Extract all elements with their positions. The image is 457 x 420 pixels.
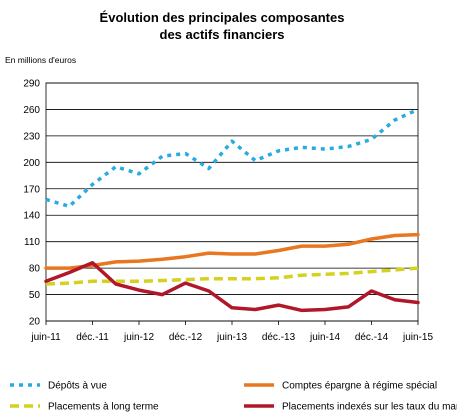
y-tick-label: 140 <box>23 211 40 222</box>
axes: 20 50 80 110 140 170 200 230 260 290 juin-11 déc.-1… <box>23 79 433 344</box>
legend-label-2: Placements à long terme <box>48 402 159 413</box>
series-group <box>44 107 420 313</box>
chart-title-line-2: des actifs financiers <box>160 27 285 42</box>
legend-label-0: Dépôts à vue <box>48 381 107 392</box>
x-tick-label: juin-15 <box>402 332 433 343</box>
x-tick-label: déc.-13 <box>262 332 296 343</box>
legend-label-1: Comptes épargne à régime spécial <box>282 381 437 392</box>
series-line-0 <box>45 107 419 209</box>
y-tick-label: 110 <box>24 237 40 248</box>
x-tick-label: déc.-12 <box>169 332 203 343</box>
grid <box>46 82 418 322</box>
x-tick-label: juin-13 <box>216 332 247 343</box>
legend: Dépôts à vue Comptes épargne à régime spé… <box>10 381 457 413</box>
x-tick-label: déc.-11 <box>76 332 109 343</box>
legend-label-3: Placements indexés sur les taux du march… <box>282 402 457 413</box>
unit-label: En millions d'euros <box>5 55 76 65</box>
y-tick-label: 170 <box>23 184 40 195</box>
y-tick-label: 20 <box>29 317 41 328</box>
y-tick-label: 290 <box>23 79 40 90</box>
chart-title-line-1: Évolution des principales composantes <box>100 10 345 25</box>
x-tick-label: juin-12 <box>123 332 154 343</box>
plot-frame <box>45 82 419 322</box>
y-tick-label: 230 <box>23 131 40 142</box>
y-tick-label: 260 <box>23 105 40 116</box>
x-tick-label: déc.-14 <box>355 332 389 343</box>
series-line-3 <box>44 261 420 313</box>
y-tick-label: 200 <box>23 158 40 169</box>
series-line-2 <box>45 266 419 286</box>
y-tick-label: 80 <box>29 264 41 275</box>
x-tick-label: juin-14 <box>309 332 340 343</box>
x-tick-label: juin-11 <box>30 332 61 343</box>
y-tick-label: 50 <box>29 290 41 301</box>
series-line-1 <box>44 232 420 270</box>
